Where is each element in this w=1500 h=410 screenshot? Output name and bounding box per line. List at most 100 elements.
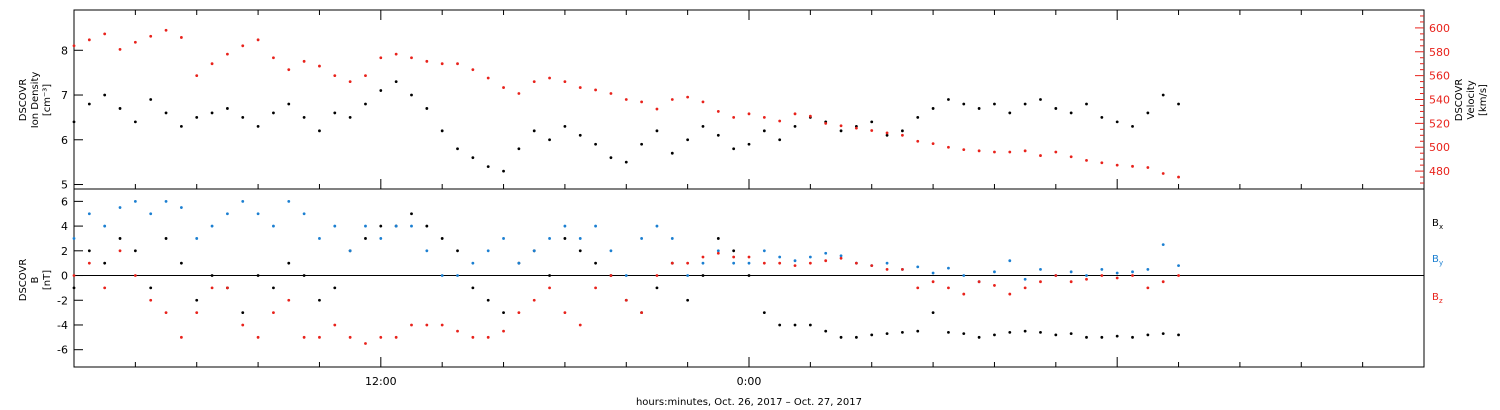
bz-point — [901, 267, 904, 271]
density-point — [118, 107, 122, 110]
bx-point — [1115, 334, 1119, 338]
density-point — [839, 129, 843, 133]
by-point — [778, 255, 782, 259]
density-point — [732, 147, 736, 151]
density-point — [1131, 124, 1134, 128]
density-point — [1161, 93, 1165, 97]
top-panel-frame — [73, 9, 1425, 190]
velocity-point — [1054, 150, 1058, 154]
by-point — [502, 237, 505, 240]
top-left-tick-label: 7 — [61, 89, 68, 102]
velocity-point — [133, 40, 137, 44]
velocity-point — [977, 149, 981, 153]
bx-point — [133, 249, 137, 253]
density-point — [333, 111, 337, 115]
bz-point — [548, 286, 551, 290]
velocity-point — [210, 62, 214, 66]
density-point — [1008, 111, 1012, 115]
velocity-point — [532, 80, 536, 83]
bz-point — [195, 311, 199, 315]
bx-point — [118, 237, 122, 240]
chart-marks-layer: 5 6 7 8 480 500 520 540 560 580 600 -6 -4 -2 0 2 4 6 12:00… — [57, 10, 1450, 388]
bz-point — [778, 261, 782, 265]
bottom-left-ylabel-line2: B — [30, 276, 41, 283]
density-point — [578, 133, 582, 137]
velocity-point — [824, 121, 828, 125]
velocity-point — [440, 62, 444, 66]
by-point — [1177, 264, 1180, 268]
bz-point — [916, 286, 920, 290]
bz-point — [1039, 280, 1042, 284]
bz-point — [1069, 280, 1073, 284]
bz-point — [1085, 277, 1088, 281]
bx-point — [502, 311, 505, 315]
by-point — [1023, 277, 1027, 281]
bz-point — [133, 274, 137, 277]
by-point — [517, 261, 521, 265]
bx-point — [1100, 335, 1104, 339]
bx-point — [87, 249, 91, 253]
by-point — [993, 270, 996, 274]
legend-by-main: B — [1432, 254, 1439, 265]
top-left-ylabel-line1: DSCOVR — [18, 79, 29, 122]
by-point — [670, 237, 674, 240]
by-point — [824, 251, 828, 255]
by-point — [410, 224, 413, 228]
bx-point — [548, 274, 551, 277]
velocity-point — [670, 98, 674, 101]
density-point — [778, 138, 782, 142]
bz-point — [226, 286, 229, 290]
by-point — [885, 261, 889, 265]
by-point — [226, 212, 229, 216]
bx-point — [364, 237, 367, 240]
bz-point — [1161, 280, 1165, 284]
density-point — [1054, 107, 1058, 110]
bz-point — [716, 251, 720, 255]
bottom-left-tick-label: -2 — [57, 294, 68, 307]
velocity-point — [425, 59, 429, 63]
bottom-left-ylabel: DSCOVR B [nT] — [18, 259, 53, 302]
bx-point — [578, 249, 582, 253]
bz-point — [364, 342, 367, 345]
bz-point — [1131, 274, 1134, 277]
by-point — [241, 199, 245, 203]
bx-point — [716, 237, 720, 240]
velocity-point — [870, 129, 874, 132]
density-point — [901, 129, 904, 133]
bx-point — [72, 286, 76, 290]
bx-point — [256, 274, 260, 277]
bz-point — [471, 335, 475, 339]
by-point — [379, 237, 383, 240]
bx-point — [318, 298, 321, 302]
by-point — [594, 224, 597, 228]
by-point — [916, 265, 920, 269]
by-point — [440, 274, 444, 277]
bx-point — [1146, 333, 1150, 337]
by-point — [1115, 271, 1119, 275]
velocity-point — [548, 76, 551, 80]
velocity-point — [348, 80, 352, 83]
density-point — [1023, 102, 1027, 106]
velocity-point — [302, 59, 306, 63]
bz-point — [947, 286, 950, 290]
velocity-point — [901, 133, 904, 137]
density-point — [72, 120, 76, 124]
top-left-ylabel-line2: Ion Density — [30, 72, 41, 129]
bz-point — [1100, 274, 1104, 277]
bx-point — [471, 286, 475, 290]
velocity-point — [1161, 172, 1165, 175]
bz-point — [425, 323, 429, 327]
density-point — [226, 107, 229, 110]
legend-bx-sub: x — [1439, 223, 1443, 231]
bz-point — [394, 335, 398, 339]
top-right-ylabel-line2: Velocity — [1466, 80, 1477, 119]
bx-point — [962, 332, 966, 336]
density-point — [716, 133, 720, 137]
velocity-point — [701, 100, 705, 104]
bottom-panel-frame — [73, 188, 1425, 368]
by-point — [1161, 243, 1165, 247]
by-point — [364, 224, 367, 228]
bz-point — [1023, 286, 1027, 290]
bx-point — [931, 311, 935, 315]
by-point — [318, 237, 321, 240]
